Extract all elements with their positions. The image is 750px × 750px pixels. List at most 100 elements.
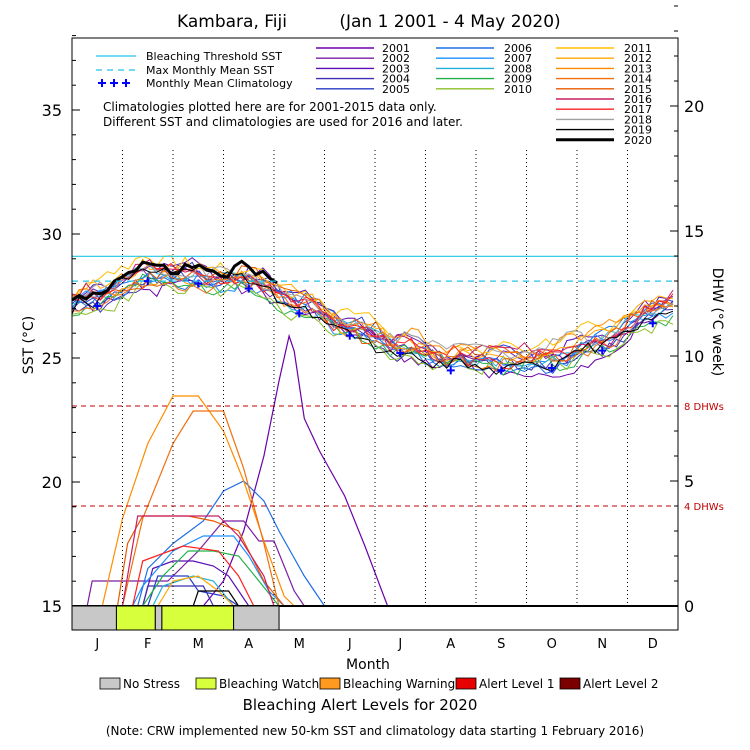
alert-segment — [233, 605, 280, 631]
alert-legend-swatch — [455, 677, 477, 690]
month-tick-label: N — [597, 637, 607, 652]
chart-title-location: Kambara, Fiji — [177, 12, 287, 32]
climatology-marker — [648, 319, 657, 328]
month-tick-label: S — [497, 637, 505, 652]
footnote: (Note: CRW implemented new 50-km SST and… — [106, 724, 644, 738]
alert-legend-label: No Stress — [123, 677, 180, 691]
month-tick-label: F — [144, 637, 151, 652]
alert-level-legend: No Stress Bleaching Watch Bleaching Warnin… — [99, 677, 659, 691]
alert-legend-swatch — [559, 677, 581, 690]
dhw-line-2019 — [192, 590, 240, 607]
dhw-line-2013 — [101, 395, 295, 607]
dhw-line-2004 — [142, 585, 214, 607]
sst-line-2009 — [71, 273, 674, 376]
chart-title-range: (Jan 1 2001 - 4 May 2020) — [339, 12, 560, 32]
year-legend-label-2015: 2015 — [624, 83, 652, 96]
dhw-tick-label: 15 — [684, 222, 704, 241]
sst-tick-label: 15 — [42, 597, 62, 616]
sst-line-2006 — [71, 271, 674, 374]
alert-legend-label: Bleaching Warning — [343, 677, 455, 691]
legend-marker-climatology — [98, 79, 130, 87]
year-legend-label-2010: 2010 — [504, 83, 532, 96]
year-legend-label-2018: 2018 — [624, 113, 652, 126]
sst-tick-label: 30 — [42, 225, 62, 244]
y-axis-label-right: DHW (°C week) — [709, 268, 725, 377]
dhw-line-2009 — [142, 550, 280, 607]
sst-line-2015 — [71, 265, 674, 367]
year-legend-label-2004: 2004 — [382, 73, 410, 86]
dhw-line-2007 — [132, 535, 285, 607]
dhw-line-2012 — [157, 575, 235, 607]
sst-line-2017 — [71, 262, 674, 370]
year-legend-label-2006: 2006 — [504, 42, 532, 55]
climatology-marker — [345, 331, 354, 340]
year-legend-label-2012: 2012 — [624, 52, 652, 65]
month-tick-label: O — [547, 637, 557, 652]
year-legend-label-2014: 2014 — [624, 73, 652, 86]
year-legend-label-2020: 2020 — [624, 134, 652, 147]
alert-segment — [161, 605, 235, 631]
year-legend-label-2013: 2013 — [624, 62, 652, 75]
month-tick-label: A — [244, 637, 253, 652]
dhw-tick-label: 5 — [684, 472, 694, 491]
reference-legend: Bleaching Threshold SST Max Monthly Mean… — [96, 50, 463, 129]
climatology-marker — [497, 366, 506, 375]
alert-legend-swatch — [99, 677, 121, 690]
climatology-marker — [93, 301, 102, 310]
month-tick-label: J — [397, 637, 402, 652]
year-legend-label-2005: 2005 — [382, 83, 410, 96]
series-layer — [71, 255, 674, 607]
sst-line-2020 — [71, 259, 278, 302]
year-legend-label-2017: 2017 — [624, 103, 652, 116]
climatology-marker — [547, 363, 556, 372]
climatology-marker — [598, 346, 607, 355]
sst-tick-label: 35 — [42, 101, 62, 120]
legend-label-mmm: Max Monthly Mean SST — [146, 64, 274, 77]
month-tick-label: J — [94, 637, 99, 652]
dhw-tick-label: 10 — [684, 347, 704, 366]
sst-line-2016 — [71, 258, 674, 363]
dhw-tick-label: 20 — [684, 97, 704, 116]
alert-legend-swatch — [319, 677, 341, 690]
dhw-line-2006 — [137, 480, 325, 607]
dhw-line-2003 — [142, 560, 250, 607]
dhw-line-2002 — [86, 520, 305, 607]
dhw-line-2016 — [121, 515, 275, 607]
alert-segment — [115, 605, 156, 631]
month-tick-label: D — [648, 637, 658, 652]
dhw-line-2017 — [132, 545, 255, 607]
sst-line-2001 — [71, 276, 674, 379]
alert-segment — [154, 605, 163, 631]
year-legend-label-2009: 2009 — [504, 73, 532, 86]
alert-legend-swatch — [195, 677, 217, 690]
year-legend-label-2001: 2001 — [382, 42, 410, 55]
year-legend-label-2016: 2016 — [624, 93, 652, 106]
dhw-line-2005 — [147, 575, 239, 607]
sst-line-2007 — [71, 272, 674, 367]
climatology-marker — [396, 349, 405, 358]
sst-line-2008 — [71, 264, 674, 371]
alert-strip — [71, 605, 280, 631]
alert-legend-label: Alert Level 2 — [583, 677, 659, 691]
dhw-threshold-label: 8 DHWs — [684, 402, 724, 413]
alert-legend-title: Bleaching Alert Levels for 2020 — [243, 696, 478, 714]
y-axis-label-left: SST (°C) — [21, 316, 37, 374]
climatology-note-2: Different SST and climatologies are used… — [103, 115, 463, 129]
year-legend-label-2002: 2002 — [382, 52, 410, 65]
climatology-note-1: Climatologies plotted here are for 2001-… — [103, 100, 437, 114]
dhw-threshold-label: 4 DHWs — [684, 502, 724, 513]
sst-line-2011 — [71, 255, 674, 355]
month-tick-label: M — [294, 637, 305, 652]
year-legend-label-2003: 2003 — [382, 62, 410, 75]
climatology-marker — [446, 366, 455, 375]
year-legend-label-2019: 2019 — [624, 124, 652, 137]
sst-tick-label: 20 — [42, 473, 62, 492]
dhw-line-2008 — [152, 575, 235, 607]
axes: JFMAMJJASOND15202530350510152025 — [42, 5, 704, 652]
alert-legend-label: Alert Level 1 — [479, 677, 555, 691]
legend-label-climatology: Monthly Mean Climatology — [146, 77, 293, 90]
alert-segment — [71, 605, 117, 631]
year-legend-label-2007: 2007 — [504, 52, 532, 65]
reference-lines: 8 DHWs 4 DHWs — [72, 255, 724, 607]
